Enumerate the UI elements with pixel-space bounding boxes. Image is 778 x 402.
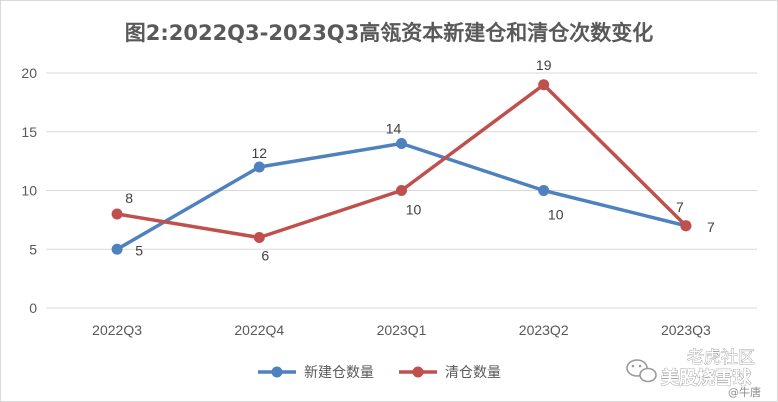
data-label: 12 xyxy=(252,145,268,161)
series-layer xyxy=(111,79,692,255)
legend-item-1: 清仓数量 xyxy=(399,365,501,381)
watermark-line1: 老虎社区 xyxy=(687,348,755,368)
legend-label: 清仓数量 xyxy=(445,365,501,381)
data-label: 19 xyxy=(536,57,552,73)
watermark-credit: @牛唐 xyxy=(728,385,761,399)
data-label: 5 xyxy=(135,242,143,258)
legend-label: 新建仓数量 xyxy=(304,365,374,381)
y-tick-label: 15 xyxy=(21,124,37,140)
watermark: 老虎社区 美股烧雪球 @牛唐 xyxy=(626,348,761,399)
x-tick-label: 2023Q1 xyxy=(377,322,427,338)
data-label: 10 xyxy=(406,202,422,218)
watermark-line2: 美股烧雪球 xyxy=(661,367,752,389)
data-point xyxy=(396,138,407,149)
data-point xyxy=(253,232,265,243)
chart-title: 图2:2022Q3-2023Q3高瓴资本新建仓和清仓次数变化 xyxy=(125,21,654,45)
legend-swatch-marker xyxy=(412,366,424,378)
y-axis: 0 5 10 15 20 xyxy=(21,65,37,316)
y-tick-label: 20 xyxy=(21,65,37,81)
data-label: 7 xyxy=(707,219,715,235)
data-label: 10 xyxy=(548,207,564,223)
data-label: 7 xyxy=(676,199,684,215)
series-0 xyxy=(111,138,692,255)
data-point xyxy=(111,208,123,220)
x-tick-label: 2022Q4 xyxy=(234,322,284,338)
y-tick-label: 0 xyxy=(29,300,37,316)
data-point xyxy=(396,185,407,196)
wechat-icon xyxy=(626,359,657,383)
x-tick-label: 2023Q3 xyxy=(661,322,711,338)
data-labels: 5 12 14 10 7 8 6 10 19 7 xyxy=(125,57,715,264)
data-label: 14 xyxy=(386,121,402,137)
legend: 新建仓数量 清仓数量 xyxy=(258,365,501,381)
x-tick-label: 2022Q3 xyxy=(92,322,142,338)
x-tick-label: 2023Q2 xyxy=(519,322,569,338)
series-line-0 xyxy=(116,141,687,251)
series-1 xyxy=(111,79,692,243)
series-line-1 xyxy=(116,83,688,240)
data-point xyxy=(680,220,692,232)
x-axis: 2022Q3 2022Q4 2023Q1 2023Q2 2023Q3 xyxy=(92,322,711,338)
legend-item-0: 新建仓数量 xyxy=(258,365,374,381)
data-point xyxy=(538,79,550,91)
legend-swatch-marker xyxy=(271,366,283,378)
data-point xyxy=(253,161,265,173)
y-tick-label: 10 xyxy=(21,183,37,199)
y-tick-label: 5 xyxy=(29,241,37,257)
data-label: 8 xyxy=(125,190,133,206)
data-label: 6 xyxy=(261,248,269,264)
data-point xyxy=(111,243,123,255)
data-point xyxy=(538,185,550,196)
